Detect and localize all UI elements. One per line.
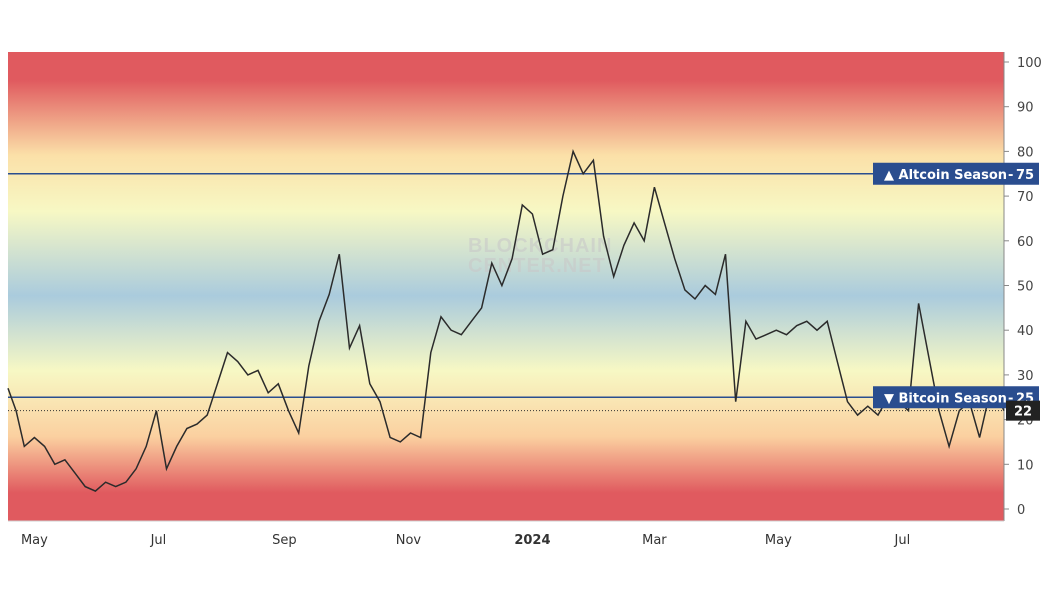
y-tick-label: 60 — [1017, 235, 1034, 250]
x-tick-label: May — [765, 533, 792, 548]
y-tick-label: 80 — [1017, 145, 1034, 160]
altcoin-tag-background — [873, 162, 1039, 185]
altcoin-season-tag: ▲ Altcoin Season - 75 — [873, 162, 1039, 185]
y-tick-label: 100 — [1017, 56, 1042, 71]
altcoin-tag-label: ▲ Altcoin Season — [884, 168, 1007, 183]
x-axis-ticks: May Jul Sep Nov 2024 Mar May Jul — [21, 533, 910, 548]
current-tag-value: 22 — [1014, 405, 1032, 420]
x-tick-label: Sep — [272, 533, 297, 548]
y-tick-label: 10 — [1017, 458, 1034, 473]
bitcoin-tag-label: ▼ Bitcoin Season — [884, 391, 1007, 406]
y-tick-label: 40 — [1017, 324, 1034, 339]
x-tick-label: Jul — [894, 533, 911, 548]
y-tick-label: 90 — [1017, 101, 1034, 116]
watermark: BLOCKCHAIN CENTER.NET — [468, 235, 612, 277]
altcoin-tag-value: 75 — [1016, 168, 1034, 183]
watermark-line1: BLOCKCHAIN — [468, 235, 612, 257]
y-tick-label: 0 — [1017, 503, 1025, 518]
y-tick-label: 30 — [1017, 369, 1034, 384]
watermark-line2: CENTER.NET — [468, 255, 606, 277]
altcoin-index-series-line — [7, 149, 1005, 492]
bitcoin-tag-separator: - — [1008, 391, 1013, 406]
current-value-tag: 22 — [1006, 400, 1040, 421]
x-tick-label: Mar — [642, 533, 667, 548]
y-tick-label: 50 — [1017, 280, 1034, 295]
altcoin-tag-separator: - — [1008, 168, 1013, 183]
current-tag-background — [1006, 400, 1040, 421]
x-tick-label: Nov — [396, 533, 422, 548]
bitcoin-tag-background — [873, 386, 1039, 409]
x-tick-label: 2024 — [514, 533, 550, 548]
y-tick-label: 70 — [1017, 190, 1034, 205]
x-tick-label: Jul — [150, 533, 167, 548]
x-tick-label: May — [21, 533, 48, 548]
plot-background — [8, 52, 1004, 521]
bitcoin-season-tag: ▼ Bitcoin Season - 25 — [873, 386, 1039, 409]
